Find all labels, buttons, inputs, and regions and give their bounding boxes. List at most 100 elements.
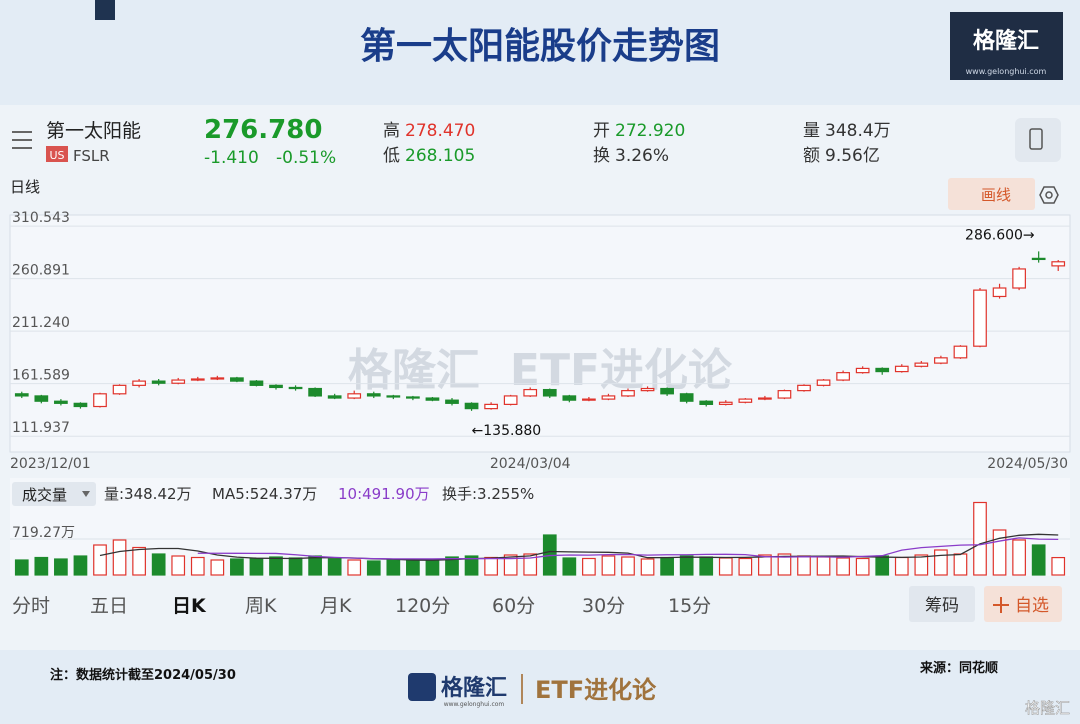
volume-bar [171, 555, 186, 576]
corner-watermark: 格隆汇 [1025, 699, 1070, 717]
watchlist-button[interactable] [984, 586, 1062, 622]
candle-body [1012, 268, 1026, 289]
period-tab[interactable]: 120分 [395, 595, 450, 617]
candle-body [758, 397, 772, 400]
change: -1.410 [204, 148, 259, 168]
watermark-logo: 格隆汇 [348, 345, 480, 396]
chips-button[interactable] [909, 586, 975, 622]
footer-brand: ETF进化论 [535, 676, 657, 704]
high-annotation: 286.600→ [965, 227, 1035, 243]
period-tab[interactable]: 15分 [668, 595, 711, 617]
volume-bar [151, 553, 166, 576]
ticker: FSLR [73, 147, 110, 165]
candle-body [836, 372, 850, 381]
high: 278.470 [405, 121, 475, 141]
candle-body [621, 390, 635, 397]
volume-legend: 10:491.90万 [338, 485, 430, 503]
change-pct: -0.51% [276, 148, 336, 168]
volume-bar [1012, 539, 1026, 576]
candle-body [523, 388, 538, 397]
ma-line [99, 533, 1059, 561]
price: 276.780 [204, 115, 322, 145]
candle-body [14, 393, 29, 397]
period-tab[interactable]: 分时 [12, 595, 50, 617]
amount: 9.56亿 [825, 146, 880, 166]
menu-icon[interactable] [12, 131, 32, 149]
period-tab[interactable]: 月K [320, 595, 352, 617]
volume-bar [386, 559, 401, 576]
volume-bar [73, 555, 88, 576]
x-tick-label: 2023/12/01 [10, 456, 91, 472]
period-tab[interactable]: 30分 [582, 595, 625, 617]
volume-bar [777, 553, 792, 576]
candle-body [797, 384, 811, 392]
volume-bar [54, 558, 68, 576]
candle-body [914, 362, 929, 367]
volume-bar [640, 558, 655, 576]
candle-body [425, 397, 440, 401]
volume-legend: MA5:524.37万 [212, 485, 317, 503]
turnover: 3.26% [615, 146, 669, 166]
open-label: 开 [593, 121, 610, 141]
volume-legend: 换手:3.255% [442, 485, 534, 503]
settings-dot [1045, 191, 1053, 199]
title: 第一太阳能股价走势图 [360, 26, 720, 67]
watermark: 格隆汇 ETF进化论 [348, 345, 733, 396]
period: 日线 [10, 178, 40, 196]
footer-note: 注：数据统计截至2024/05/30 [50, 667, 236, 683]
volume-bar [406, 559, 420, 576]
ma-line [197, 537, 1059, 560]
low-label: 低 [383, 146, 400, 166]
y-tick-label: 719.27万 [12, 525, 75, 541]
candle-body [699, 400, 714, 405]
volume-bar [699, 556, 714, 576]
draw-button[interactable] [948, 178, 1035, 210]
period-tab[interactable]: 五日 [90, 595, 128, 617]
candle-body [582, 398, 596, 401]
period-tab[interactable]: 日K [172, 595, 207, 617]
volume-bar [347, 559, 362, 576]
candle-body [366, 393, 381, 397]
volume-legend: 量:348.42万 [104, 485, 192, 503]
footer-logo: 格隆汇 [441, 675, 507, 701]
amount-label: 额 [803, 146, 820, 166]
candle-body [542, 388, 557, 397]
candle-body [738, 398, 753, 403]
candle-body [406, 396, 420, 399]
open: 272.920 [615, 121, 685, 141]
volume-bar [523, 553, 538, 576]
candle-body [718, 401, 733, 405]
volume-bar [562, 557, 577, 576]
footer-url: www.gelonghui.com [444, 701, 505, 708]
dropdown-arrow [82, 491, 90, 497]
period-tab[interactable]: 周K [245, 595, 277, 617]
device-button[interactable] [1015, 118, 1061, 162]
candle-body [679, 393, 694, 402]
period-tab[interactable]: 60分 [492, 595, 535, 617]
candle-body [875, 367, 890, 373]
settings-icon[interactable] [1039, 186, 1059, 204]
turnover-label: 换 [593, 146, 610, 166]
candle-body [171, 379, 186, 384]
volume-bar [855, 557, 870, 576]
candle-body [601, 395, 616, 400]
volume-bar [738, 557, 753, 576]
logo-box [950, 12, 1063, 80]
y-tick-label: 260.891 [12, 263, 70, 279]
volume-bar [93, 544, 107, 576]
volume-bar [679, 555, 694, 576]
y-tick-label: 111.937 [12, 420, 70, 436]
candle-body [210, 377, 225, 380]
volume-bar [425, 558, 440, 576]
volume-bar [132, 546, 146, 576]
volume-bar [582, 557, 596, 576]
candle-body [973, 289, 987, 347]
volume-bar [621, 556, 635, 576]
volume-bar [1051, 556, 1066, 576]
volume-bar [718, 557, 733, 576]
volume-dropdown[interactable] [12, 482, 96, 506]
volume-bar [210, 559, 225, 576]
chips-label: 筹码 [925, 596, 959, 616]
